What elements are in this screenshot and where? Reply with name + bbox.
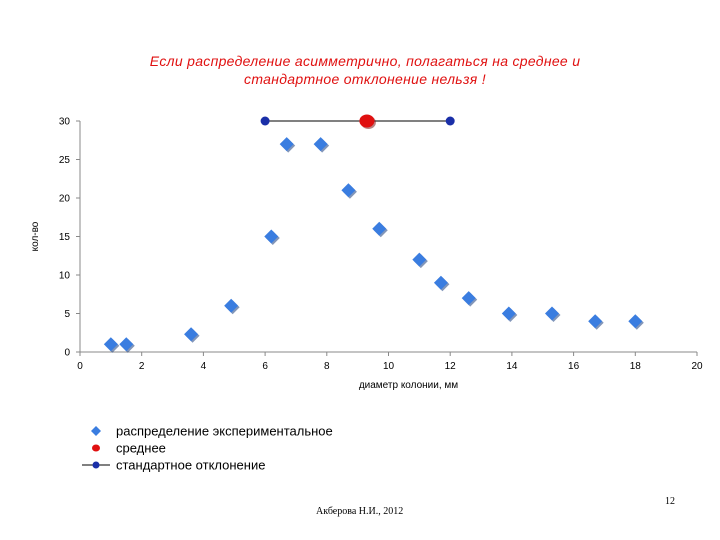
data-point (372, 221, 387, 236)
x-tick-label: 16 (568, 361, 580, 372)
data-point (461, 291, 476, 306)
x-tick-label: 10 (383, 361, 395, 372)
data-point (313, 137, 328, 152)
x-tick-label: 8 (324, 361, 330, 372)
data-point (341, 183, 356, 198)
author-footer: Акберова Н.И., 2012 (316, 506, 404, 517)
data-point (279, 137, 294, 152)
chart-title-line-1: Если распределение асимметрично, полагат… (149, 53, 581, 69)
x-tick-label: 12 (445, 361, 457, 372)
y-tick-label: 0 (64, 348, 70, 359)
data-point (545, 306, 560, 321)
std-dev-point (260, 116, 270, 126)
data-point (412, 252, 427, 267)
y-tick-label: 10 (59, 271, 71, 282)
std-dev-point (445, 116, 455, 126)
data-point (184, 327, 199, 342)
chart-axes: 0 5 10 15 20 25 30 0 2 4 6 8 10 12 14 16 18 20 диаметр кол… (30, 117, 703, 392)
mean-point (359, 114, 375, 128)
data-point (103, 337, 118, 352)
page-number: 12 (665, 496, 675, 507)
data-point (588, 314, 603, 329)
data-point (501, 306, 516, 321)
legend-entry-label: стандартное отклонение (116, 458, 265, 473)
x-tick-label: 20 (691, 361, 703, 372)
x-tick-label: 4 (201, 361, 207, 372)
legend-marker-diamond (91, 426, 101, 436)
chart-legend: распределение экспериментальное среднее ст… (82, 424, 333, 473)
data-point (119, 337, 134, 352)
y-tick-label: 30 (59, 117, 71, 128)
chart-title-line-2: стандартное отклонение нельзя ! (244, 71, 486, 87)
x-axis-label: диаметр колонии, мм (359, 380, 458, 391)
x-tick-label: 2 (139, 361, 145, 372)
y-tick-label: 25 (59, 155, 71, 166)
legend-entry-label: среднее (116, 441, 166, 456)
x-tick-label: 6 (262, 361, 268, 372)
data-point (224, 298, 239, 313)
data-point (264, 229, 279, 244)
x-tick-label: 14 (506, 361, 518, 372)
y-tick-label: 5 (64, 309, 70, 320)
x-tick-label: 0 (77, 361, 83, 372)
legend-entry-label: распределение экспериментальное (116, 424, 333, 439)
x-tick-label: 18 (630, 361, 642, 372)
y-tick-label: 20 (59, 194, 71, 205)
legend-marker-circle (92, 444, 100, 452)
legend-marker-dot (92, 461, 100, 469)
chart-title: Если распределение асимметрично, полагат… (60, 52, 670, 88)
y-tick-label: 15 (59, 232, 71, 243)
y-axis-label: кол-во (30, 221, 41, 251)
data-point (628, 314, 643, 329)
chart-marks (103, 114, 644, 353)
data-point (433, 275, 448, 290)
